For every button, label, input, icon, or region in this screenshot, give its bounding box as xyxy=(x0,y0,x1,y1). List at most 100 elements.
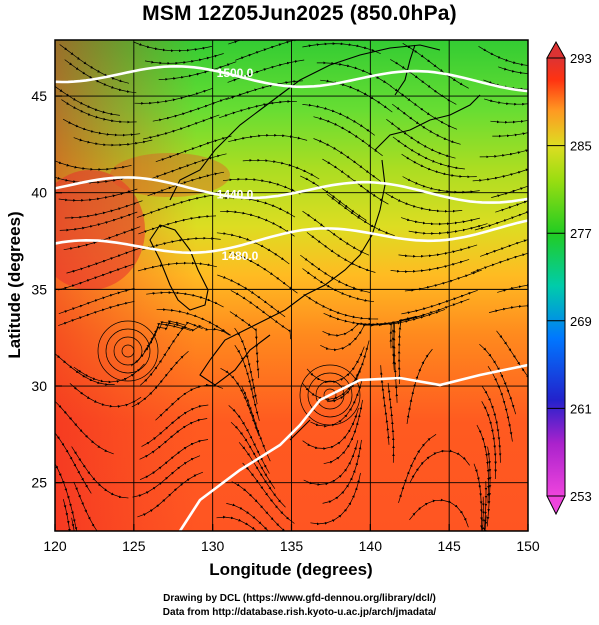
streamline xyxy=(143,114,220,140)
swirl-streamline xyxy=(97,320,159,382)
streamline xyxy=(133,41,212,53)
x-tick-label: 130 xyxy=(201,538,225,554)
x-tick-label: 125 xyxy=(122,538,146,554)
streamline xyxy=(55,463,78,531)
streamline xyxy=(484,98,528,106)
streamline xyxy=(310,472,361,526)
swirl-streamline xyxy=(299,364,361,426)
colorbar-scale xyxy=(546,57,566,497)
streamline xyxy=(71,446,129,499)
streamline xyxy=(492,121,528,138)
streamline xyxy=(398,434,437,504)
streamline xyxy=(481,481,488,531)
x-tick-label: 140 xyxy=(359,538,383,554)
swirl-streamline xyxy=(307,372,353,418)
streamline xyxy=(69,383,142,408)
streamline xyxy=(496,330,528,391)
y-tick-label: 40 xyxy=(31,185,47,201)
colorbar-label: 277 xyxy=(570,226,592,241)
streamline xyxy=(137,261,217,272)
y-axis-label: Latitude (degrees) xyxy=(5,211,24,358)
streamline xyxy=(474,205,528,231)
streamline xyxy=(228,133,308,143)
streamline xyxy=(138,215,217,235)
streamline xyxy=(229,251,298,294)
contour-line xyxy=(55,219,528,254)
contour-label: 1480.0 xyxy=(222,249,259,263)
streamline xyxy=(392,322,399,403)
y-tick-label: 25 xyxy=(31,475,47,491)
streamline xyxy=(158,61,237,81)
x-tick-label: 135 xyxy=(280,538,304,554)
swirl-streamline xyxy=(105,328,151,374)
y-tick-label: 45 xyxy=(31,88,47,104)
streamline xyxy=(55,176,131,185)
streamline xyxy=(225,80,303,101)
streamline xyxy=(242,158,320,180)
colorbar-max-arrow xyxy=(546,40,566,59)
streamline xyxy=(320,79,393,113)
streamline xyxy=(483,79,528,91)
streamline xyxy=(222,177,301,195)
streamline xyxy=(146,291,224,308)
streamline xyxy=(398,244,478,258)
contour-label: 1440.0 xyxy=(217,187,254,201)
streamline xyxy=(480,515,488,531)
streamline xyxy=(479,142,528,159)
streamline xyxy=(408,223,488,235)
streamline xyxy=(486,446,492,527)
height-contours: 1500.0 1440.0 1480.0 xyxy=(55,64,528,531)
colorbar: 293 285 277 269 261 253 xyxy=(546,40,592,516)
streamline xyxy=(397,316,417,385)
colorbar-label: 293 xyxy=(570,51,592,66)
streamline xyxy=(73,481,111,531)
streamline xyxy=(302,42,381,55)
swirl-streamline xyxy=(323,388,337,402)
streamline xyxy=(402,176,480,194)
streamline xyxy=(73,363,145,384)
contour-label: 1500.0 xyxy=(217,66,254,80)
streamline xyxy=(479,496,485,531)
streamline xyxy=(406,348,433,424)
contour-line xyxy=(55,176,528,204)
streamline xyxy=(136,194,214,218)
streamline xyxy=(58,263,135,291)
x-axis-label: Longitude (degrees) xyxy=(209,560,372,579)
streamline xyxy=(235,40,305,61)
x-axis-ticks: 120 125 130 135 140 145 150 xyxy=(43,524,540,554)
streamline xyxy=(137,471,204,518)
streamline xyxy=(220,209,295,237)
streamline xyxy=(64,59,137,94)
streamline xyxy=(62,118,141,137)
credit-dcl: Drawing by DCL (https://www.gfd-dennou.o… xyxy=(163,593,436,604)
streamline xyxy=(320,323,389,352)
y-tick-label: 30 xyxy=(31,378,47,394)
streamline xyxy=(147,171,225,197)
streamline xyxy=(58,301,135,326)
streamlines xyxy=(55,40,528,531)
contour-line xyxy=(55,64,528,93)
streamline xyxy=(58,188,138,202)
colorbar-label: 285 xyxy=(570,139,592,154)
x-tick-label: 120 xyxy=(43,538,67,554)
contour-line xyxy=(178,363,528,531)
colorbar-label: 269 xyxy=(570,314,592,329)
streamline xyxy=(55,349,115,386)
streamline xyxy=(470,249,528,274)
streamline xyxy=(489,304,528,313)
streamline xyxy=(218,100,297,119)
streamline xyxy=(401,153,477,179)
plot-area: 1500.0 1440.0 1480.0 xyxy=(55,40,528,531)
y-axis-ticks: 25 30 35 40 45 xyxy=(31,88,62,491)
streamline xyxy=(498,66,528,76)
y-tick-label: 35 xyxy=(31,281,47,297)
credit-data-source: Data from http://database.rish.kyoto-u.a… xyxy=(162,607,437,618)
streamline xyxy=(497,281,528,293)
colorbar-min-arrow xyxy=(546,495,566,516)
streamline xyxy=(487,366,513,442)
colorbar-label: 253 xyxy=(570,489,592,504)
streamline xyxy=(400,217,480,226)
streamline xyxy=(73,137,153,147)
streamline xyxy=(316,61,392,87)
